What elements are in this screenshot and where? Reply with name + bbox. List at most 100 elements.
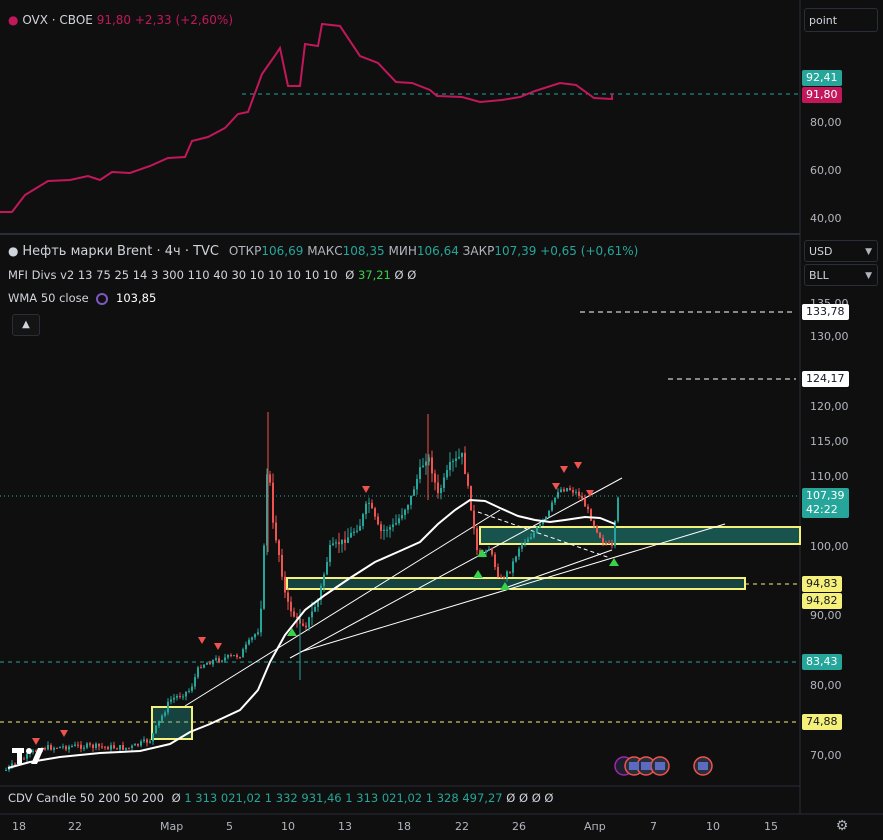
candle-body: [14, 763, 16, 765]
candle-body: [557, 492, 559, 498]
candle-body: [554, 497, 556, 503]
support-zone-94: [286, 577, 746, 590]
unit-select[interactable]: BLL ▼: [804, 264, 878, 286]
ovx-tag-green: 92,41: [802, 70, 842, 86]
main-legend: ● Нефть марки Brent · 4ч · TVC ОТКР106,6…: [8, 243, 638, 260]
y-tick: 80,00: [810, 116, 842, 129]
candle-body: [140, 741, 142, 746]
candle-body: [155, 725, 157, 734]
candle-body: [101, 746, 103, 748]
candle-body: [428, 457, 430, 462]
candle-body: [416, 478, 418, 490]
candle-body: [578, 491, 580, 496]
candlestick-series: [5, 412, 619, 772]
candle-body: [92, 744, 94, 748]
candle-body: [158, 720, 160, 726]
candle-body: [407, 504, 409, 510]
candle-body: [326, 561, 328, 575]
candle-body: [104, 746, 106, 748]
mfi-legend[interactable]: MFI Divs v2 13 75 25 14 3 300 110 40 30 …: [8, 267, 416, 283]
candle-body: [209, 662, 211, 665]
price-tag: 133,78: [802, 304, 849, 320]
us-flag-icon[interactable]: [614, 756, 713, 776]
candle-body: [185, 691, 187, 697]
candle-body: [566, 488, 568, 492]
price-tag: 124,17: [802, 371, 849, 387]
candle-body: [440, 488, 442, 494]
candle-body: [584, 498, 586, 507]
candle-body: [188, 690, 190, 692]
candle-body: [143, 739, 145, 742]
indicator-value: Ø: [345, 268, 355, 282]
ovx-symbol[interactable]: OVX · CBOE: [22, 13, 93, 27]
candle-body: [251, 637, 253, 640]
currency-value: USD: [809, 245, 833, 258]
indicator-value: 1 328 497,27: [425, 791, 503, 805]
candle-body: [476, 528, 478, 551]
ohlc-value: 108,35: [342, 244, 385, 258]
candle-body: [593, 520, 595, 526]
candle-body: [26, 753, 28, 759]
candle-body: [314, 606, 316, 612]
candle-body: [503, 577, 505, 579]
indicator-value: 37,21: [357, 268, 391, 282]
indicator-name: MFI Divs v2 13 75 25 14 3 300 110 40 30 …: [8, 268, 338, 282]
candle-body: [347, 537, 349, 543]
candle-body: [182, 696, 184, 698]
candle-body: [59, 746, 61, 749]
ovx-value: 91,80: [96, 13, 132, 27]
candle-body: [344, 539, 346, 543]
candle-body: [260, 608, 262, 633]
y-tick: 80,00: [810, 679, 842, 692]
candle-body: [11, 763, 13, 767]
candle-body: [473, 510, 475, 529]
buy-signal-arrow: [287, 628, 297, 636]
candle-body: [77, 744, 79, 746]
candle-body: [305, 625, 307, 628]
buy-signal-arrow: [477, 549, 487, 557]
ovx-series-line: [0, 22, 613, 213]
candle-body: [275, 522, 277, 541]
y-tick: 115,00: [810, 435, 849, 448]
candle-body: [398, 518, 400, 524]
main-title[interactable]: Нефть марки Brent · 4ч · TVC: [22, 244, 219, 259]
candle-body: [587, 506, 589, 510]
wma-legend[interactable]: WMA 50 close 103,85: [8, 290, 156, 306]
candle-body: [521, 543, 523, 549]
sell-signal-arrow: [60, 730, 68, 737]
trendline: [504, 549, 613, 589]
candle-body: [377, 516, 379, 525]
chevron-up-icon[interactable]: ▲: [12, 314, 40, 336]
candle-body: [335, 542, 337, 544]
sell-signal-arrow: [32, 738, 40, 745]
candle-body: [461, 452, 463, 457]
indicator-header: ● OVX · CBOE 91,80 +2,33 (+2,60%): [8, 12, 233, 28]
gear-icon[interactable]: ⚙: [835, 818, 849, 834]
candle-body: [386, 529, 388, 531]
candle-body: [173, 697, 175, 700]
candle-body: [230, 654, 232, 656]
indicator-value: Ø: [171, 791, 181, 805]
candle-body: [128, 747, 130, 749]
candle-body: [224, 657, 226, 661]
currency-select[interactable]: USD ▼: [804, 240, 878, 262]
candle-body: [233, 655, 235, 657]
ohlc-value: 106,64: [416, 244, 459, 258]
candle-body: [449, 462, 451, 471]
candle-body: [425, 461, 427, 466]
y-tick: 120,00: [810, 400, 849, 413]
scale-mode-field[interactable]: point: [804, 8, 878, 32]
candle-body: [551, 502, 553, 511]
cdv-legend[interactable]: CDV Candle 50 200 50 200 Ø 1 313 021,02 …: [8, 790, 553, 806]
candle-body: [152, 733, 154, 742]
candle-body: [74, 744, 76, 747]
last-price-tag: 107,39 42:22: [802, 488, 849, 518]
candle-body: [203, 664, 205, 668]
candle-body: [518, 548, 520, 557]
candle-body: [311, 611, 313, 618]
x-tick: 10: [706, 820, 720, 833]
signal-markers: [32, 462, 619, 745]
candle-body: [431, 457, 433, 474]
candle-body: [122, 745, 124, 750]
